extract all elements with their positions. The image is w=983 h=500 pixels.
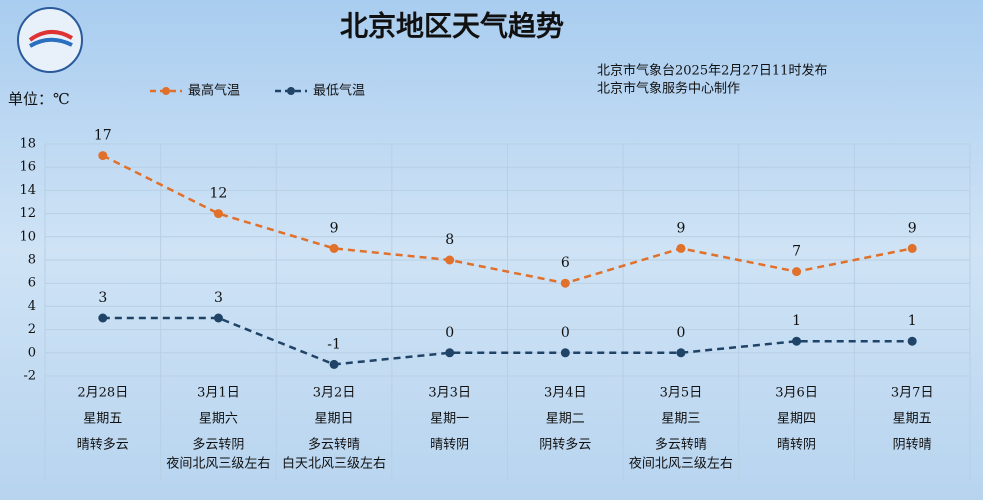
point [676, 243, 686, 253]
weekday-label: 星期五 [83, 412, 122, 427]
point [792, 336, 802, 346]
data-label: 3 [98, 290, 107, 306]
x-tick-label: 3月5日 [660, 386, 703, 401]
legend-marker [162, 87, 170, 95]
weekday-label: 星期日 [315, 412, 354, 427]
point [560, 348, 570, 358]
point [907, 243, 917, 253]
x-tick-label: 3月2日 [313, 386, 356, 401]
point [445, 255, 455, 265]
logo [17, 7, 83, 73]
x-tick-label: 3月1日 [197, 386, 240, 401]
chart-title: 北京地区天气趋势 [340, 10, 564, 43]
y-tick-label: 16 [19, 160, 36, 175]
weekday-label: 星期五 [893, 412, 932, 427]
data-label: -1 [327, 336, 341, 352]
point [560, 278, 570, 288]
point [329, 243, 339, 253]
weather-label: 晴转阴 [430, 438, 469, 453]
legend-label: 最低气温 [313, 83, 365, 99]
x-tick-label: 3月3日 [428, 386, 471, 401]
weather-label: 晴转阴 [777, 438, 816, 453]
weather-label: 阴转多云 [539, 437, 591, 453]
weekday-label: 星期三 [661, 412, 700, 427]
weekday-label: 星期四 [777, 412, 816, 427]
point [676, 348, 686, 358]
data-label: 9 [330, 220, 339, 236]
weather-label: 晴转多云 [77, 437, 129, 453]
weather-label: 多云转晴 [308, 437, 360, 453]
wind-label: 夜间北风三级左右 [166, 457, 270, 472]
unit-label: 单位：℃ [8, 90, 70, 108]
weather-label: 多云转阴 [192, 437, 244, 453]
data-label: 8 [445, 232, 454, 248]
y-tick-label: -2 [23, 369, 36, 384]
point [445, 348, 455, 358]
data-label: 7 [792, 244, 801, 260]
legend-label: 最高气温 [188, 83, 240, 99]
y-tick-label: 14 [19, 183, 36, 198]
y-tick-label: 6 [28, 276, 36, 291]
weather-label: 阴转晴 [893, 438, 932, 453]
weekday-label: 星期六 [199, 412, 238, 427]
y-tick-label: 2 [28, 322, 36, 337]
x-tick-label: 3月7日 [891, 386, 934, 401]
y-tick-label: 8 [28, 253, 36, 268]
data-label: 0 [676, 325, 685, 341]
x-tick-label: 3月4日 [544, 386, 587, 401]
data-label: 9 [908, 220, 917, 236]
y-tick-label: 12 [19, 206, 36, 221]
x-tick-label: 3月6日 [775, 386, 818, 401]
weather-label: 多云转晴 [655, 437, 707, 453]
point [213, 209, 223, 219]
x-tick-label: 2月28日 [77, 386, 128, 401]
point [98, 313, 108, 323]
data-label: 0 [445, 325, 454, 341]
point [792, 267, 802, 277]
data-label: 1 [908, 313, 917, 329]
point [213, 313, 223, 323]
data-label: 17 [94, 128, 112, 144]
y-tick-label: 4 [28, 299, 36, 314]
data-label: 1 [792, 313, 801, 329]
series-line [102, 316, 913, 366]
data-label: 3 [214, 290, 223, 306]
source-line: 北京市气象台2025年2月27日11时发布 [597, 63, 827, 79]
series-line [102, 154, 913, 285]
wind-label: 夜间北风三级左右 [629, 457, 733, 472]
point [907, 336, 917, 346]
data-label: 9 [676, 220, 685, 236]
data-label: 12 [210, 186, 228, 202]
weekday-label: 星期二 [546, 412, 585, 427]
source-line: 北京市气象服务中心制作 [597, 81, 740, 97]
legend-marker [287, 87, 295, 95]
point [98, 151, 108, 161]
data-label: 6 [561, 255, 570, 271]
point [329, 359, 339, 369]
weekday-label: 星期一 [430, 412, 469, 427]
data-label: 0 [561, 325, 570, 341]
y-tick-label: 10 [19, 229, 36, 244]
y-tick-label: 0 [28, 345, 36, 360]
y-tick-label: 18 [19, 137, 36, 152]
wind-label: 白天北风三级左右 [282, 456, 386, 472]
